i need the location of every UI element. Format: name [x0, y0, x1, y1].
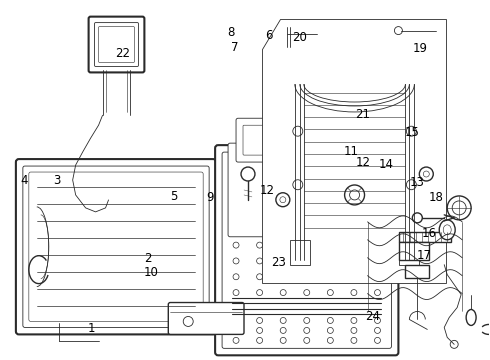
- Polygon shape: [262, 19, 446, 283]
- FancyBboxPatch shape: [273, 143, 312, 237]
- Text: 3: 3: [53, 174, 61, 186]
- FancyBboxPatch shape: [16, 159, 216, 334]
- Circle shape: [394, 27, 402, 35]
- FancyBboxPatch shape: [89, 17, 145, 72]
- Circle shape: [406, 180, 416, 190]
- Polygon shape: [290, 240, 310, 265]
- Polygon shape: [399, 240, 419, 265]
- FancyBboxPatch shape: [168, 302, 244, 334]
- Text: 12: 12: [260, 184, 274, 197]
- Text: 12: 12: [356, 156, 370, 169]
- Text: 9: 9: [206, 191, 214, 204]
- Text: 1: 1: [88, 322, 95, 335]
- Text: 18: 18: [429, 191, 444, 204]
- Text: 8: 8: [228, 27, 235, 40]
- Circle shape: [293, 180, 303, 190]
- Text: 10: 10: [144, 266, 159, 279]
- Text: 13: 13: [409, 176, 424, 189]
- Text: 23: 23: [271, 256, 286, 269]
- Text: 15: 15: [405, 126, 419, 139]
- Bar: [399, 232, 451, 242]
- Text: 6: 6: [265, 29, 272, 42]
- Circle shape: [293, 126, 303, 136]
- FancyBboxPatch shape: [228, 143, 267, 237]
- Text: 20: 20: [292, 31, 307, 44]
- Circle shape: [450, 340, 458, 348]
- Text: 2: 2: [144, 252, 151, 265]
- Circle shape: [241, 167, 255, 181]
- Circle shape: [344, 185, 365, 205]
- FancyBboxPatch shape: [236, 118, 304, 162]
- Text: 14: 14: [379, 158, 394, 171]
- Text: 21: 21: [355, 108, 369, 121]
- Text: 4: 4: [21, 174, 28, 186]
- Circle shape: [406, 126, 416, 136]
- Ellipse shape: [439, 220, 455, 240]
- Bar: [399, 242, 429, 260]
- Ellipse shape: [466, 310, 476, 325]
- Circle shape: [419, 167, 433, 181]
- Text: 16: 16: [422, 227, 437, 240]
- FancyBboxPatch shape: [215, 145, 398, 355]
- Circle shape: [447, 196, 471, 220]
- Circle shape: [276, 193, 290, 207]
- Circle shape: [183, 316, 193, 327]
- Text: 19: 19: [412, 41, 427, 54]
- Text: 5: 5: [171, 190, 178, 203]
- Ellipse shape: [413, 213, 422, 223]
- Text: 22: 22: [116, 47, 130, 60]
- Circle shape: [104, 196, 113, 204]
- Circle shape: [452, 201, 466, 215]
- Text: 24: 24: [366, 310, 380, 323]
- Text: 11: 11: [344, 145, 359, 158]
- Text: 17: 17: [417, 249, 432, 262]
- Text: 7: 7: [230, 41, 238, 54]
- Polygon shape: [405, 265, 429, 278]
- Ellipse shape: [443, 225, 451, 235]
